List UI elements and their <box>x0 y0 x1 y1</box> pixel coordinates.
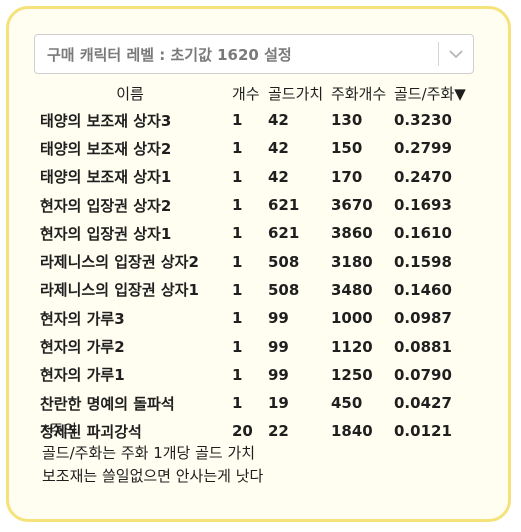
cell-ratio: 0.1598 <box>394 252 452 271</box>
cell-gold: 99 <box>268 309 289 328</box>
table-header-row: 이름 개수 골드가치 주화개수 골드/주화▼ <box>40 80 474 106</box>
cell-gold: 621 <box>268 196 300 215</box>
select-value: 구매 캐릭터 레벨 : 초기값 1620 설정 <box>47 45 292 64</box>
cell-name: 정제된 파괴강석 <box>40 422 142 441</box>
table-row: 현자의 가루1 1 99 1250 0.0790 <box>40 361 474 389</box>
cell-coin: 150 <box>331 139 363 158</box>
header-count[interactable]: 개수 <box>232 84 260 103</box>
cell-name: 태양의 보조재 상자1 <box>40 168 172 187</box>
cell-gold: 508 <box>268 280 300 299</box>
cell-name: 현자의 입장권 상자1 <box>40 224 172 243</box>
cell-gold: 99 <box>268 337 289 356</box>
cell-coin: 1250 <box>331 365 373 384</box>
cell-gold: 508 <box>268 252 300 271</box>
cell-coin: 3180 <box>331 252 373 271</box>
select-separator <box>438 42 439 66</box>
cell-coin: 3860 <box>331 224 373 243</box>
cell-coin: 3480 <box>331 280 373 299</box>
cell-ratio: 0.0121 <box>394 422 452 441</box>
cell-coin: 170 <box>331 167 363 186</box>
cell-ratio: 0.1610 <box>394 224 452 243</box>
table-row: 정제된 파괴강석 20 22 1840 0.0121 <box>40 417 474 445</box>
cell-gold: 22 <box>268 422 289 441</box>
cell-coin: 1840 <box>331 422 373 441</box>
cell-count: 1 <box>232 167 243 186</box>
cell-ratio: 0.0881 <box>394 337 452 356</box>
item-table-wrapper: 이름 개수 골드가치 주화개수 골드/주화▼ 태양의 보조재 상자3 1 42 … <box>40 80 480 446</box>
item-value-card <box>6 6 511 522</box>
cell-coin: 1000 <box>331 309 373 328</box>
table-row: 태양의 보조재 상자1 1 42 170 0.2470 <box>40 163 474 191</box>
note-warning-heading: *주의 <box>42 421 78 439</box>
cell-count: 1 <box>232 224 243 243</box>
table-row: 라제니스의 입장권 상자1 1 508 3480 0.1460 <box>40 276 474 304</box>
cell-ratio: 0.0427 <box>394 394 452 413</box>
table-row: 태양의 보조재 상자2 1 42 150 0.2799 <box>40 134 474 162</box>
cell-name: 라제니스의 입장권 상자2 <box>40 253 199 272</box>
cell-gold: 621 <box>268 224 300 243</box>
cell-gold: 42 <box>268 139 289 158</box>
chevron-down-icon[interactable] <box>439 35 473 73</box>
header-name[interactable]: 이름 <box>116 84 144 103</box>
header-coin[interactable]: 주화개수 <box>331 84 387 103</box>
cell-gold: 42 <box>268 167 289 186</box>
header-ratio-sort[interactable]: 골드/주화▼ <box>394 84 466 103</box>
cell-ratio: 0.0987 <box>394 309 452 328</box>
cell-ratio: 0.3230 <box>394 111 452 130</box>
header-gold[interactable]: 골드가치 <box>268 84 324 103</box>
cell-gold: 42 <box>268 111 289 130</box>
cell-count: 1 <box>232 394 243 413</box>
cell-name: 현자의 입장권 상자2 <box>40 196 172 215</box>
cell-count: 1 <box>232 196 243 215</box>
cell-count: 1 <box>232 280 243 299</box>
cell-name: 태양의 보조재 상자2 <box>40 139 172 158</box>
cell-name: 현자의 가루3 <box>40 309 125 328</box>
cell-gold: 99 <box>268 365 289 384</box>
table-row: 현자의 입장권 상자1 1 621 3860 0.1610 <box>40 219 474 247</box>
table-row: 현자의 가루2 1 99 1120 0.0881 <box>40 332 474 360</box>
cell-ratio: 0.0790 <box>394 365 452 384</box>
cell-count: 1 <box>232 337 243 356</box>
cell-ratio: 0.2470 <box>394 167 452 186</box>
note-ratio-explanation: 골드/주화는 주화 1개당 골드 가치 <box>42 444 256 462</box>
table-row: 태양의 보조재 상자3 1 42 130 0.3230 <box>40 106 474 134</box>
cell-name: 태양의 보조재 상자3 <box>40 111 172 130</box>
cell-count: 20 <box>232 422 253 441</box>
cell-count: 1 <box>232 309 243 328</box>
cell-coin: 3670 <box>331 196 373 215</box>
cell-name: 현자의 가루1 <box>40 366 125 385</box>
notes-section: *주의 골드/주화는 주화 1개당 골드 가치 보조재는 쓸일없으면 안사는게 … <box>42 419 263 488</box>
item-table: 이름 개수 골드가치 주화개수 골드/주화▼ 태양의 보조재 상자3 1 42 … <box>40 80 474 446</box>
cell-name: 찬란한 명예의 돌파석 <box>40 394 175 413</box>
cell-ratio: 0.2799 <box>394 139 452 158</box>
cell-gold: 19 <box>268 394 289 413</box>
cell-coin: 450 <box>331 394 363 413</box>
table-row: 찬란한 명예의 돌파석 1 19 450 0.0427 <box>40 389 474 417</box>
note-advice: 보조재는 쓸일없으면 안사는게 낫다 <box>42 467 264 485</box>
character-level-select[interactable]: 구매 캐릭터 레벨 : 초기값 1620 설정 <box>34 34 474 74</box>
cell-ratio: 0.1693 <box>394 196 452 215</box>
cell-count: 1 <box>232 252 243 271</box>
cell-count: 1 <box>232 111 243 130</box>
cell-count: 1 <box>232 139 243 158</box>
cell-coin: 130 <box>331 111 363 130</box>
table-row: 현자의 입장권 상자2 1 621 3670 0.1693 <box>40 191 474 219</box>
table-row: 라제니스의 입장권 상자2 1 508 3180 0.1598 <box>40 247 474 275</box>
cell-coin: 1120 <box>331 337 373 356</box>
table-row: 현자의 가루3 1 99 1000 0.0987 <box>40 304 474 332</box>
cell-ratio: 0.1460 <box>394 280 452 299</box>
cell-name: 현자의 가루2 <box>40 338 125 357</box>
cell-count: 1 <box>232 365 243 384</box>
cell-name: 라제니스의 입장권 상자1 <box>40 281 199 300</box>
